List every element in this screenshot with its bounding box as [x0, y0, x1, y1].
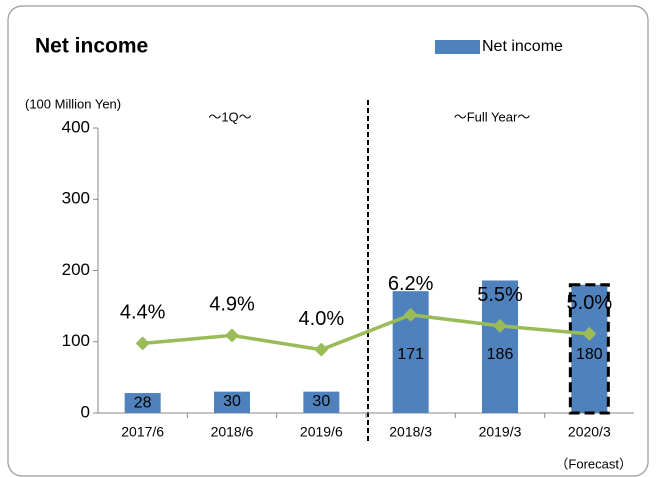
line-value-label: 6.2% [388, 273, 434, 295]
y-axis-label: (100 Million Yen) [25, 96, 121, 111]
chart-title: Net income [35, 35, 148, 58]
x-tick-label: 2018/3 [389, 424, 432, 440]
y-tick-label: 100 [62, 331, 90, 350]
y-tick-label: 200 [62, 260, 90, 279]
line-marker [582, 326, 597, 341]
line-marker [314, 342, 329, 357]
line-value-label: 4.9% [209, 294, 255, 316]
line-marker [135, 336, 150, 351]
bar-value-label: 30 [223, 393, 241, 410]
bar [571, 284, 608, 413]
line [142, 313, 590, 352]
bar-value-label: 28 [134, 394, 152, 411]
bar-value-label: 180 [576, 346, 603, 363]
bar [482, 280, 518, 413]
legend-swatch [435, 40, 480, 54]
forecast-outline [568, 283, 610, 415]
legend-label: Net income [482, 38, 563, 55]
bar [124, 393, 161, 413]
bar [303, 391, 340, 413]
section-label: ～1Q～ [208, 109, 251, 124]
x-tick-label: 2019/3 [479, 424, 522, 440]
line-value-label: 5.5% [477, 284, 523, 306]
forecast-note: （Forecast） [555, 456, 632, 471]
x-tick-label: 2020/3 [568, 424, 611, 440]
line-marker [493, 318, 507, 333]
x-tick-label: 2019/6 [300, 424, 343, 440]
x-tick-label: 2018/6 [211, 424, 254, 440]
y-tick-label: 0 [81, 402, 90, 421]
bar-value-label: 171 [397, 346, 424, 363]
bar [214, 391, 250, 413]
x-tick-label: 2017/6 [121, 424, 164, 440]
line-marker [225, 328, 239, 343]
bar-value-label: 30 [312, 393, 330, 410]
line-marker [403, 307, 418, 322]
section-label: ～Full Year～ [454, 109, 531, 124]
y-tick-label: 400 [62, 117, 90, 136]
line-value-label: 4.0% [299, 308, 345, 330]
y-tick-label: 300 [62, 189, 90, 208]
line-value-label: 5.0% [567, 292, 613, 314]
line-value-label: 4.4% [120, 302, 166, 324]
bar-value-label: 186 [487, 346, 514, 363]
